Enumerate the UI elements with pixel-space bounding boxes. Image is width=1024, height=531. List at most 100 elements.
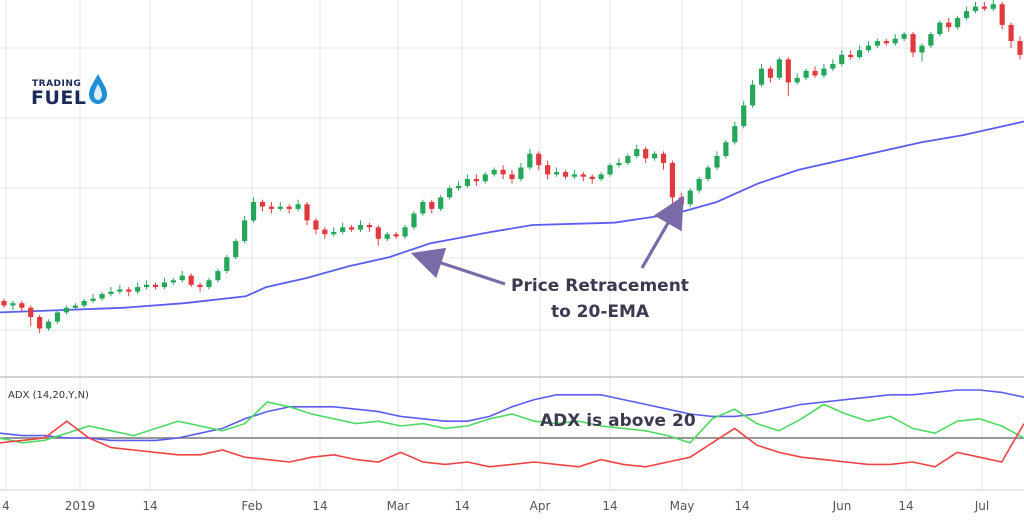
candle-up bbox=[402, 227, 408, 237]
candle-down bbox=[188, 275, 194, 285]
di-plus-series bbox=[0, 401, 1024, 444]
candle-up bbox=[553, 172, 560, 175]
candle-up bbox=[705, 167, 711, 179]
candle-up bbox=[233, 241, 239, 258]
candle-down bbox=[304, 204, 310, 221]
candle-up bbox=[170, 280, 176, 283]
candle-down bbox=[981, 6, 987, 9]
candle-down bbox=[1008, 24, 1014, 41]
adx-panel bbox=[0, 389, 1024, 468]
ema-20-series bbox=[0, 120, 1024, 314]
x-tick-label: 14 bbox=[898, 499, 914, 513]
candle-up bbox=[963, 11, 970, 18]
candle-down bbox=[348, 227, 355, 230]
candle-up bbox=[438, 197, 444, 209]
annotation-arrows bbox=[410, 195, 684, 286]
candle-up bbox=[411, 213, 417, 228]
candle-up bbox=[839, 54, 845, 64]
candle-up bbox=[242, 220, 248, 242]
candle-down bbox=[660, 153, 667, 163]
ema-20-line bbox=[0, 120, 1024, 314]
candle-up bbox=[10, 303, 16, 306]
candle-up bbox=[277, 206, 283, 209]
candle-up bbox=[776, 59, 782, 78]
candle-up bbox=[63, 307, 69, 313]
candle-up bbox=[143, 284, 150, 288]
di-minus-series bbox=[0, 420, 1024, 468]
candle-up bbox=[758, 68, 765, 85]
candle-up bbox=[607, 165, 613, 175]
candle-up bbox=[161, 282, 168, 288]
x-tick-label: 14 bbox=[454, 499, 470, 513]
candle-up bbox=[206, 280, 212, 288]
candle-up bbox=[928, 34, 934, 46]
x-tick-label: 14 bbox=[142, 499, 158, 513]
candle-up bbox=[625, 156, 631, 163]
candle-up bbox=[331, 231, 337, 235]
candle-down bbox=[268, 206, 274, 209]
x-tick-label: Apr bbox=[529, 499, 551, 513]
candle-up bbox=[714, 156, 720, 168]
candle-up bbox=[224, 257, 230, 271]
candle-down bbox=[473, 179, 479, 182]
grid bbox=[0, 0, 1024, 491]
candle-up bbox=[72, 305, 78, 308]
candle-down bbox=[429, 202, 435, 209]
candle-down bbox=[19, 303, 25, 308]
candle-down bbox=[28, 307, 34, 317]
candle-down bbox=[785, 59, 791, 83]
x-tick-label: 14 bbox=[734, 499, 750, 513]
candle-up bbox=[527, 153, 533, 168]
candle-up bbox=[464, 179, 471, 186]
candle-down bbox=[678, 197, 684, 205]
candle-up bbox=[357, 225, 364, 230]
candles bbox=[1, 0, 1023, 334]
candle-down bbox=[509, 174, 515, 179]
candle-up bbox=[215, 271, 221, 281]
candle-up bbox=[518, 167, 524, 179]
candle-down bbox=[848, 54, 854, 58]
candle-up bbox=[81, 300, 87, 306]
candle-up bbox=[420, 202, 426, 214]
indicator-label: ADX (14,20,Y,N) bbox=[8, 390, 89, 401]
candle-up bbox=[865, 45, 872, 51]
price-retracement-annotation: Price Retracement to 20-EMA bbox=[505, 273, 695, 325]
x-tick-label: Feb bbox=[241, 499, 263, 513]
candle-down bbox=[580, 174, 586, 177]
candle-down bbox=[375, 227, 381, 239]
candle-up bbox=[250, 202, 257, 221]
candle-up bbox=[54, 312, 61, 322]
candle-up bbox=[741, 105, 747, 127]
arrow-to-retracement bbox=[410, 247, 506, 286]
candle-down bbox=[322, 229, 328, 235]
candle-down bbox=[37, 317, 43, 329]
candle-up bbox=[990, 4, 996, 9]
candle-up bbox=[803, 70, 809, 78]
candle-down bbox=[643, 149, 649, 159]
candle-up bbox=[571, 174, 577, 177]
candle-down bbox=[562, 172, 569, 177]
logo-text-top: TRADING bbox=[32, 79, 82, 89]
x-tick-label: Mar bbox=[386, 499, 410, 513]
candle-up bbox=[108, 291, 114, 294]
x-tick-label: 4 bbox=[2, 499, 10, 513]
candle-up bbox=[135, 287, 141, 292]
candle-down bbox=[589, 176, 595, 179]
flame-drop-icon bbox=[89, 74, 107, 104]
candle-down bbox=[126, 289, 132, 292]
candle-down bbox=[767, 68, 774, 78]
candle-up bbox=[901, 34, 907, 39]
candle-up bbox=[723, 142, 729, 156]
candle-up bbox=[455, 185, 462, 189]
candle-down bbox=[946, 22, 952, 28]
candle-up bbox=[616, 162, 622, 166]
candle-up bbox=[447, 188, 453, 198]
arrow-to-may-dip bbox=[640, 195, 684, 269]
trading-fuel-logo: TRADING FUEL bbox=[28, 74, 114, 110]
candle-down bbox=[910, 34, 916, 53]
candle-up bbox=[972, 6, 979, 12]
x-tick-label: May bbox=[669, 499, 695, 513]
candle-up bbox=[687, 190, 693, 205]
